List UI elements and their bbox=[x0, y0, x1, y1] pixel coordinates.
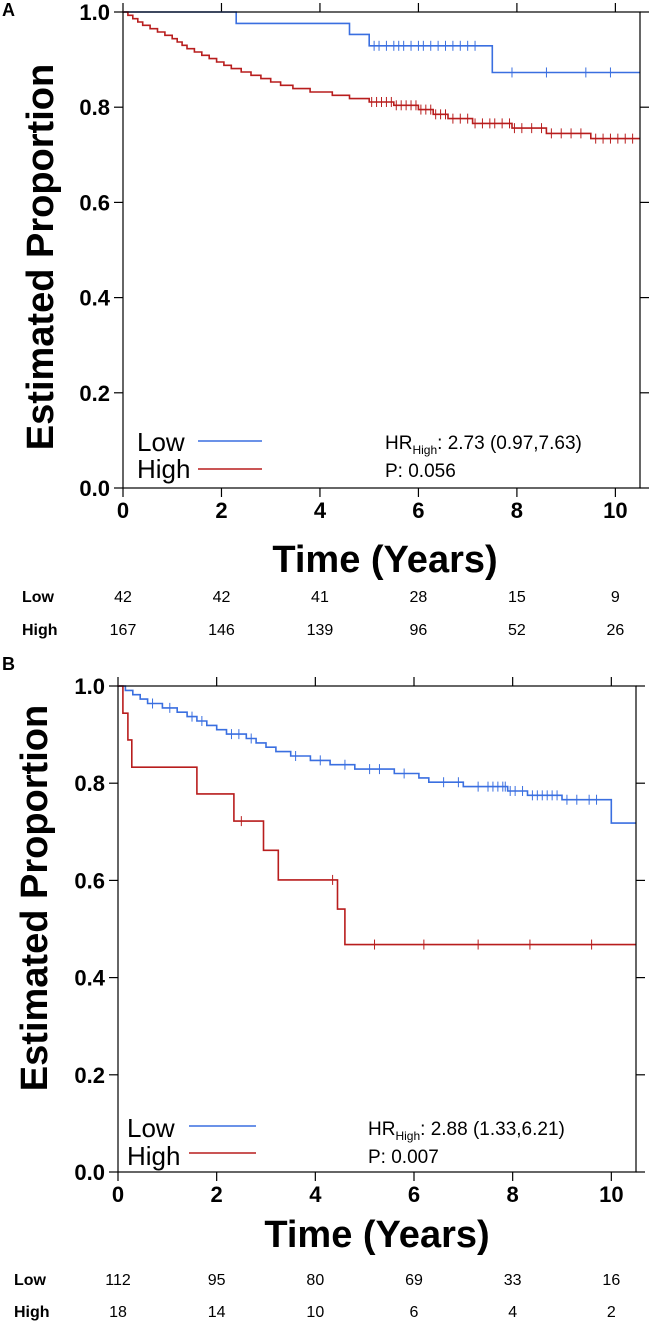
panel-b-risk-count: 18 bbox=[109, 1304, 127, 1321]
panel-a-y-tick-label: 0.0 bbox=[79, 476, 110, 501]
panel-a-ticks: 0 2 4 6 8 10 0.0 0.2 0.4 0.6 0.8 1.0 bbox=[79, 0, 649, 523]
panel-a-low-survival-curve bbox=[123, 11, 640, 74]
panel-a-risk-count: 167 bbox=[110, 622, 137, 639]
panel-a-y-tick-label: 0.4 bbox=[79, 286, 110, 311]
panel-a-legend-low-label: Low bbox=[137, 427, 185, 457]
panel-b-risk-row-label: High bbox=[14, 1304, 50, 1321]
panel-a-risk-count: 26 bbox=[606, 622, 624, 639]
panel-a-risk-count: 9 bbox=[611, 589, 620, 606]
panel-b-x-tick-label: 2 bbox=[211, 1182, 223, 1207]
panel-a-risk-row-label: High bbox=[22, 622, 58, 639]
panel-a-risk-count: 42 bbox=[114, 589, 132, 606]
panel-b-risk-count: 4 bbox=[508, 1304, 517, 1321]
panel-b-risk-table: Low 112 95 80 69 33 16 High 18 14 10 6 4 2 bbox=[14, 1272, 620, 1321]
panel-b-x-tick-label: 4 bbox=[309, 1182, 322, 1207]
panel-a-stats: HRHigh: 2.73 (0.97,7.63) P: 0.056 bbox=[385, 433, 582, 482]
panel-b-risk-count: 10 bbox=[306, 1304, 324, 1321]
panel-a-p-value: P: 0.056 bbox=[385, 461, 456, 482]
panel-a-risk-count: 96 bbox=[410, 622, 428, 639]
panel-b-y-tick-label: 0.8 bbox=[74, 771, 105, 796]
panel-b-risk-count: 6 bbox=[410, 1304, 419, 1321]
panel-a-risk-count: 41 bbox=[311, 589, 329, 606]
panel-a: A Estimated Proportion Time (Years) 0 2 4 6… bbox=[2, 0, 649, 639]
panel-b-risk-count: 69 bbox=[405, 1272, 423, 1289]
panel-b-legend-high-label: High bbox=[127, 1141, 180, 1171]
panel-a-y-tick-label: 0.2 bbox=[79, 381, 110, 406]
panel-b-stats: HRHigh: 2.88 (1.33,6.21) P: 0.007 bbox=[368, 1119, 565, 1168]
panel-a-hazard-ratio: HRHigh: 2.73 (0.97,7.63) bbox=[385, 433, 582, 457]
panel-b-x-tick-label: 0 bbox=[112, 1182, 124, 1207]
panel-a-plot-frame bbox=[122, 11, 641, 489]
panel-b-plot: 0 2 4 6 8 10 0.0 0.2 0.4 0.6 0.8 1.0 bbox=[74, 674, 645, 1207]
panel-b-y-tick-label: 0.6 bbox=[74, 868, 105, 893]
panel-a-y-tick-label: 1.0 bbox=[79, 0, 110, 25]
panel-b-risk-count: 112 bbox=[105, 1272, 131, 1289]
panel-a-x-tick-label: 2 bbox=[215, 498, 227, 523]
panel-a-label: A bbox=[2, 0, 15, 20]
panel-b-x-tick-label: 10 bbox=[599, 1182, 623, 1207]
panel-a-curves bbox=[123, 11, 640, 144]
panel-b-legend-low-label: Low bbox=[127, 1113, 175, 1143]
panel-b-low-survival-curve bbox=[118, 685, 636, 824]
panel-b-hazard-ratio: HRHigh: 2.88 (1.33,6.21) bbox=[368, 1119, 565, 1143]
panel-b-label: B bbox=[2, 654, 15, 674]
panel-a-x-tick-label: 10 bbox=[603, 498, 627, 523]
panel-a-x-tick-label: 8 bbox=[511, 498, 523, 523]
panel-a-risk-table: Low 42 42 41 28 15 9 High 167 146 139 96 52 26 bbox=[22, 589, 624, 639]
panel-b-y-tick-label: 0.2 bbox=[74, 1063, 105, 1088]
panel-a-x-axis-label: Time (Years) bbox=[272, 539, 497, 581]
panel-b-y-axis-label: Estimated Proportion bbox=[14, 705, 56, 1091]
panel-b-p-value: P: 0.007 bbox=[368, 1147, 439, 1168]
panel-b-risk-count: 80 bbox=[306, 1272, 324, 1289]
panel-a-y-tick-label: 0.6 bbox=[79, 190, 110, 215]
panel-b-y-tick-label: 0.0 bbox=[74, 1160, 105, 1185]
panel-a-risk-count: 139 bbox=[307, 622, 334, 639]
panel-b-high-survival-curve bbox=[118, 685, 636, 946]
panel-a-legend-high-label: High bbox=[137, 454, 190, 484]
panel-a-risk-row-label: Low bbox=[22, 589, 55, 606]
panel-b-ticks: 0 2 4 6 8 10 0.0 0.2 0.4 0.6 0.8 1.0 bbox=[74, 674, 645, 1207]
panel-b-risk-row-label: Low bbox=[14, 1272, 47, 1289]
panel-b-risk-count: 14 bbox=[208, 1304, 226, 1321]
panel-b-legend: Low High bbox=[127, 1113, 256, 1171]
panel-a-x-tick-label: 0 bbox=[117, 498, 129, 523]
panel-b-x-tick-label: 8 bbox=[507, 1182, 519, 1207]
panel-b-curves bbox=[118, 685, 636, 950]
panel-b: B Estimated Proportion Time (Years) 0 2 4 6… bbox=[2, 654, 645, 1321]
panel-b-x-tick-label: 6 bbox=[408, 1182, 420, 1207]
panel-a-x-tick-label: 6 bbox=[412, 498, 424, 523]
panel-a-risk-count: 28 bbox=[410, 589, 428, 606]
panel-a-legend: Low High bbox=[137, 427, 262, 484]
panel-b-risk-count: 16 bbox=[602, 1272, 620, 1289]
panel-a-y-axis-label: Estimated Proportion bbox=[20, 64, 62, 450]
panel-b-risk-count: 33 bbox=[504, 1272, 522, 1289]
panel-a-risk-count: 42 bbox=[213, 589, 231, 606]
panel-a-x-tick-label: 4 bbox=[314, 498, 327, 523]
panel-a-plot: 0 2 4 6 8 10 0.0 0.2 0.4 0.6 0.8 1.0 bbox=[79, 0, 649, 523]
panel-b-risk-count: 95 bbox=[208, 1272, 226, 1289]
panel-b-plot-frame bbox=[117, 685, 637, 1173]
panel-b-y-tick-label: 1.0 bbox=[74, 674, 105, 699]
panel-b-risk-count: 2 bbox=[607, 1304, 616, 1321]
panel-a-risk-count: 146 bbox=[208, 622, 235, 639]
panel-b-x-axis-label: Time (Years) bbox=[264, 1214, 489, 1256]
panel-a-risk-count: 15 bbox=[508, 589, 526, 606]
panel-b-y-tick-label: 0.4 bbox=[74, 966, 105, 991]
panel-a-y-tick-label: 0.8 bbox=[79, 95, 110, 120]
panel-a-high-survival-curve bbox=[123, 11, 640, 140]
panel-a-risk-count: 52 bbox=[508, 622, 526, 639]
